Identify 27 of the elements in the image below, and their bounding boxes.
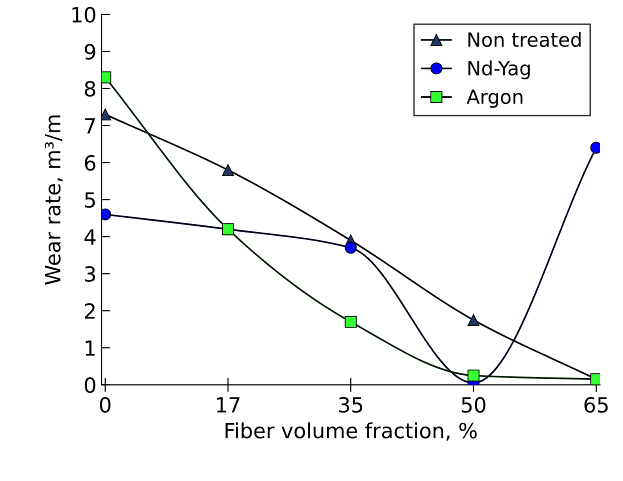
- x-tick-label: 50: [462, 396, 486, 413]
- x-tick-label: 65: [584, 396, 608, 413]
- y-tick-label: 0: [84, 377, 96, 394]
- y-tick-label: 4: [84, 229, 96, 245]
- y-tick-label: 6: [84, 155, 96, 171]
- point: [222, 164, 234, 176]
- point: [468, 370, 480, 382]
- point: [468, 314, 480, 326]
- y-tick-label: 8: [84, 80, 96, 97]
- y-axis-title: Wear rate, m³/m: [44, 116, 63, 285]
- point: [590, 142, 600, 154]
- y-tick-label: 5: [85, 192, 95, 208]
- point: [102, 208, 112, 220]
- y-tick-label: 10: [72, 6, 96, 23]
- x-tick-label: 0: [100, 396, 110, 413]
- point: [344, 316, 357, 328]
- y-tick-label: 2: [84, 303, 95, 319]
- x-tick-label: 35: [339, 396, 362, 413]
- legend-label: Argon: [466, 90, 522, 108]
- y-tick-label: 9: [84, 44, 96, 60]
- y-tick-label: 7: [85, 118, 95, 134]
- y-tick-label: 1: [86, 340, 95, 356]
- x-axis-title: Fiber volume fraction, %: [226, 422, 477, 441]
- legend-label: Nd-Yag: [468, 60, 530, 80]
- x-tick-label: 17: [217, 397, 240, 412]
- y-tick-label: 3: [85, 266, 96, 282]
- legend-label: Non treated: [468, 32, 581, 47]
